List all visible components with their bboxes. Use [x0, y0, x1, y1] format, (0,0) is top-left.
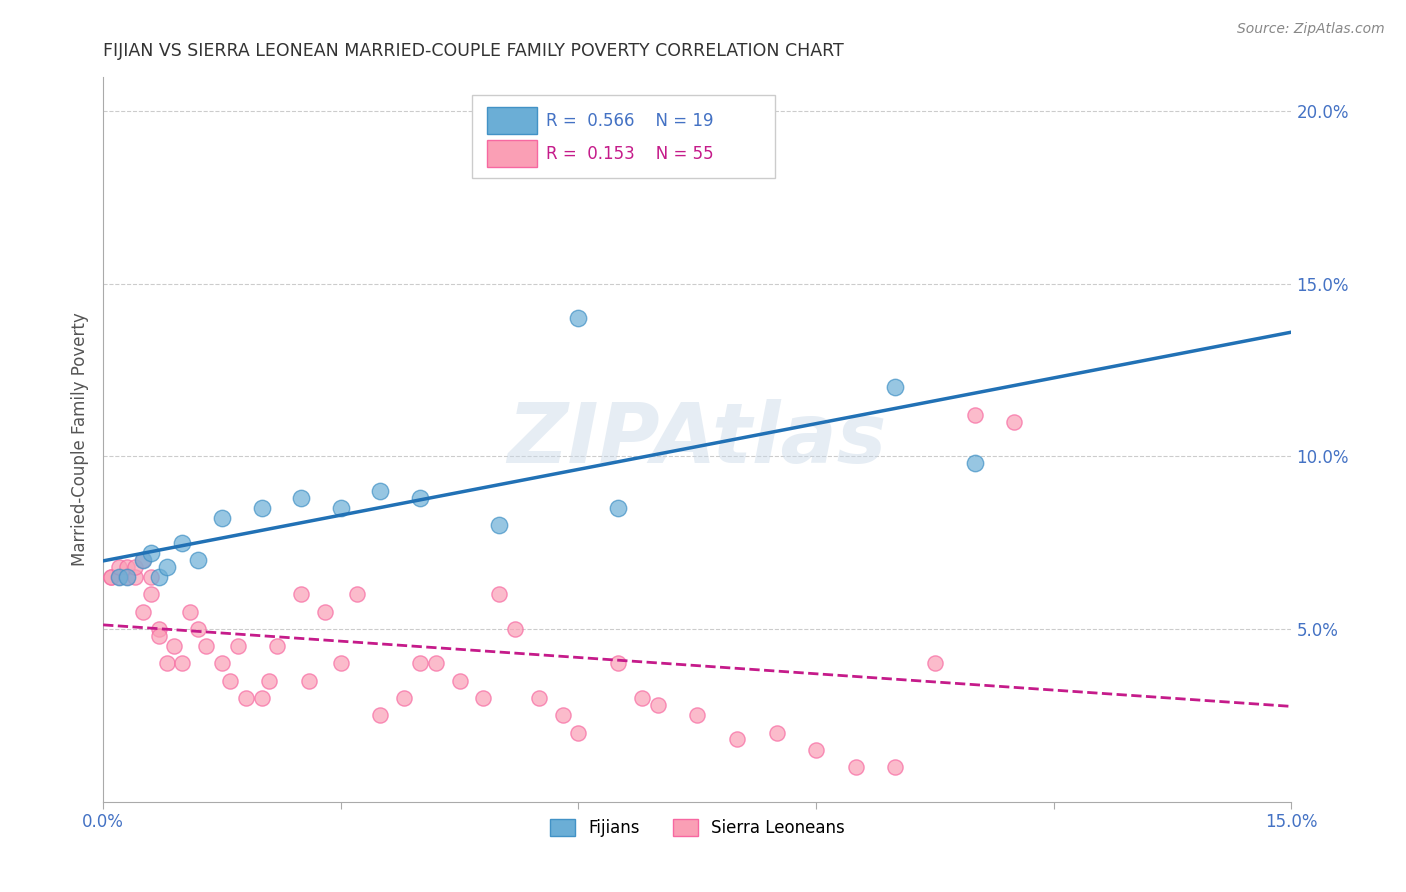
- Point: [804, 743, 827, 757]
- FancyBboxPatch shape: [486, 107, 537, 134]
- Point: [607, 501, 630, 516]
- Y-axis label: Married-Couple Family Poverty: Married-Couple Family Poverty: [72, 312, 89, 566]
- Point: [139, 546, 162, 560]
- Point: [108, 559, 131, 574]
- Point: [449, 673, 471, 688]
- Point: [551, 708, 574, 723]
- Point: [115, 559, 138, 574]
- Text: Source: ZipAtlas.com: Source: ZipAtlas.com: [1237, 22, 1385, 37]
- Point: [290, 491, 312, 505]
- Point: [527, 691, 550, 706]
- Point: [108, 570, 131, 584]
- Point: [630, 691, 652, 706]
- Point: [250, 501, 273, 516]
- Point: [647, 698, 669, 712]
- Point: [725, 732, 748, 747]
- Point: [845, 760, 868, 774]
- Point: [108, 570, 131, 584]
- Point: [329, 657, 352, 671]
- Text: R =  0.566    N = 19: R = 0.566 N = 19: [547, 112, 714, 130]
- Point: [139, 570, 162, 584]
- Point: [884, 760, 907, 774]
- Point: [686, 708, 709, 723]
- Point: [139, 587, 162, 601]
- Text: ZIPAtlas: ZIPAtlas: [508, 399, 887, 480]
- Point: [370, 483, 392, 498]
- Point: [567, 311, 589, 326]
- FancyBboxPatch shape: [486, 140, 537, 167]
- Point: [329, 501, 352, 516]
- Point: [425, 657, 447, 671]
- Point: [298, 673, 321, 688]
- Point: [100, 570, 122, 584]
- Point: [409, 491, 432, 505]
- Point: [148, 570, 170, 584]
- Point: [100, 570, 122, 584]
- Point: [115, 570, 138, 584]
- Point: [1002, 415, 1025, 429]
- Point: [187, 553, 209, 567]
- Point: [226, 639, 249, 653]
- Point: [172, 535, 194, 549]
- Point: [250, 691, 273, 706]
- Point: [115, 570, 138, 584]
- Text: FIJIAN VS SIERRA LEONEAN MARRIED-COUPLE FAMILY POVERTY CORRELATION CHART: FIJIAN VS SIERRA LEONEAN MARRIED-COUPLE …: [103, 42, 844, 60]
- Point: [488, 518, 510, 533]
- Point: [259, 673, 281, 688]
- Point: [488, 587, 510, 601]
- Point: [132, 553, 155, 567]
- Point: [172, 657, 194, 671]
- Point: [290, 587, 312, 601]
- Point: [219, 673, 242, 688]
- Point: [211, 657, 233, 671]
- Point: [765, 725, 787, 739]
- Point: [211, 511, 233, 525]
- Point: [195, 639, 218, 653]
- Point: [472, 691, 495, 706]
- Point: [187, 622, 209, 636]
- Point: [266, 639, 288, 653]
- Point: [567, 725, 589, 739]
- FancyBboxPatch shape: [471, 95, 775, 178]
- Point: [409, 657, 432, 671]
- Point: [924, 657, 946, 671]
- Point: [163, 639, 186, 653]
- Point: [607, 657, 630, 671]
- Point: [314, 605, 336, 619]
- Legend: Fijians, Sierra Leoneans: Fijians, Sierra Leoneans: [543, 813, 852, 844]
- Point: [155, 559, 177, 574]
- Point: [132, 605, 155, 619]
- Point: [235, 691, 257, 706]
- Point: [963, 456, 986, 470]
- Point: [179, 605, 201, 619]
- Point: [124, 570, 146, 584]
- Point: [148, 629, 170, 643]
- Point: [124, 559, 146, 574]
- Point: [884, 380, 907, 394]
- Point: [392, 691, 415, 706]
- Point: [155, 657, 177, 671]
- Text: R =  0.153    N = 55: R = 0.153 N = 55: [547, 145, 714, 163]
- Point: [132, 553, 155, 567]
- Point: [963, 408, 986, 422]
- Point: [346, 587, 368, 601]
- Point: [503, 622, 526, 636]
- Point: [148, 622, 170, 636]
- Point: [370, 708, 392, 723]
